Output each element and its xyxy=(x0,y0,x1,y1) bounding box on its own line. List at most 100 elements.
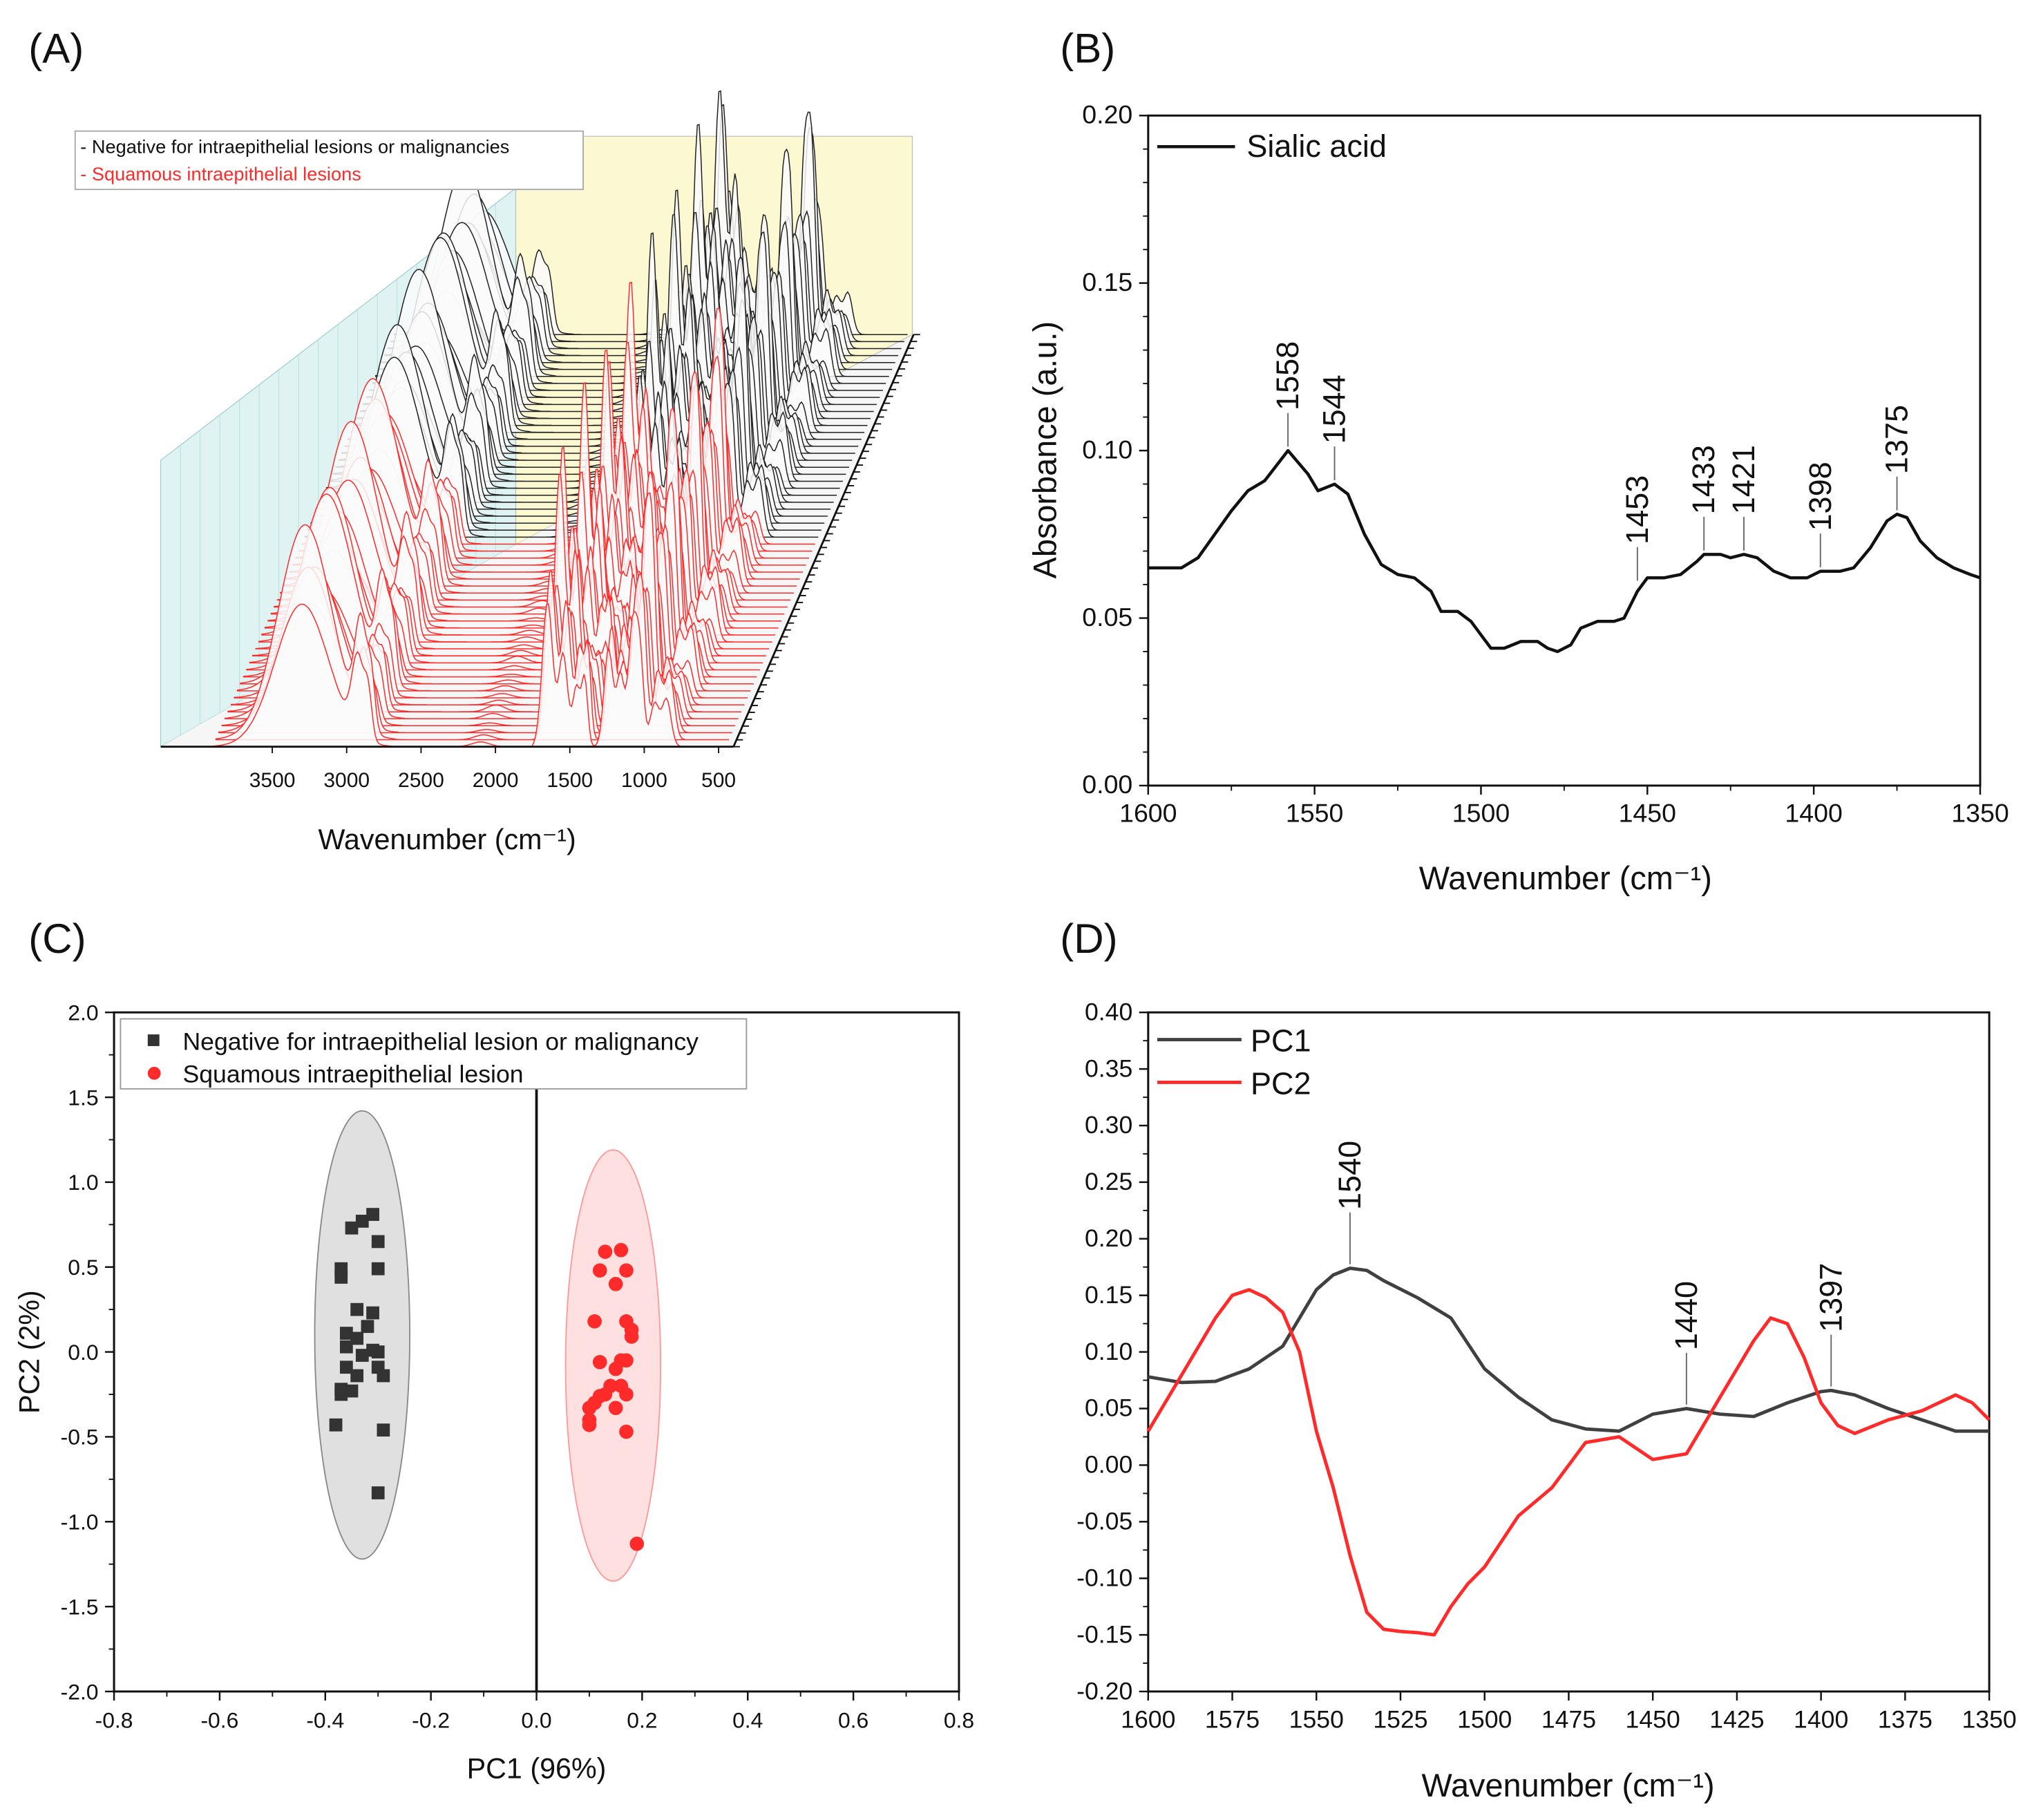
data-point-lesion xyxy=(629,1536,645,1551)
panel-b-y-axis-title: Absorbance (a.u.) xyxy=(1027,321,1063,579)
y-tick-label: 0.30 xyxy=(1085,1111,1132,1139)
data-point-lesion xyxy=(619,1263,634,1278)
data-point-negative xyxy=(361,1320,374,1334)
y-tick-label: -0.05 xyxy=(1076,1508,1132,1535)
y-tick-label: -0.20 xyxy=(1076,1677,1132,1705)
x-tick-label: 3000 xyxy=(323,769,370,792)
x-tick-label: 0.8 xyxy=(944,1708,974,1733)
legend-marker-lesion xyxy=(147,1066,161,1080)
x-tick-label: 1550 xyxy=(1286,798,1343,827)
legend-label-negative: - Negative for intraepithelial lesions o… xyxy=(80,136,509,158)
legend-marker-negative xyxy=(147,1034,160,1046)
y-tick-label: 0.00 xyxy=(1082,770,1132,799)
y-tick-label: 0.15 xyxy=(1085,1281,1132,1309)
peak-label: 1397 xyxy=(1813,1263,1848,1332)
x-tick-label: 1400 xyxy=(1794,1706,1848,1734)
x-tick-label: -0.2 xyxy=(412,1708,450,1733)
x-tick-label: 1000 xyxy=(621,769,667,792)
x-tick-label: 1500 xyxy=(547,769,593,792)
data-point-lesion xyxy=(608,1361,623,1376)
x-tick-label: 1375 xyxy=(1878,1706,1933,1734)
x-tick-label: 1550 xyxy=(1289,1706,1344,1734)
data-point-negative xyxy=(371,1345,385,1358)
data-point-negative xyxy=(371,1486,385,1499)
panel-label-c: (C) xyxy=(28,916,86,962)
x-tick-label: 1500 xyxy=(1452,798,1510,827)
y-tick-label: 1.0 xyxy=(68,1170,98,1195)
peak-label: 1375 xyxy=(1879,405,1915,474)
x-tick-label: 500 xyxy=(701,769,736,792)
panel-c-pca-scores-chart: -0.8 -0.6 -0.4 -0.2 0.0 0.2 0.4 0.6 0.8 -2.0 -1.5 -… xyxy=(61,1000,975,1732)
series-line-pc2 xyxy=(1146,1288,1991,1637)
data-point-lesion xyxy=(624,1329,639,1344)
y-tick-label: 0.00 xyxy=(1085,1451,1132,1479)
data-point-lesion xyxy=(598,1387,613,1402)
x-tick-label: -0.6 xyxy=(200,1708,238,1733)
x-tick-label: 1450 xyxy=(1619,798,1676,827)
x-tick-label: 3500 xyxy=(249,769,296,792)
plot-frame xyxy=(1147,114,1982,787)
y-tick-label: 2.0 xyxy=(68,1000,98,1025)
legend-label-pc2: PC2 xyxy=(1251,1065,1311,1101)
panel-b-sialic-acid-chart: 1600 1550 1500 1450 1400 1350 0.00 0.05 0.10 0.15… xyxy=(1082,99,2009,827)
panel-label-a: (A) xyxy=(28,25,84,71)
y-tick-label: -0.15 xyxy=(1076,1620,1132,1648)
legend-label-lesion: Squamous intraepithelial lesion xyxy=(182,1060,523,1088)
spectrum-trace-lesion xyxy=(215,524,730,741)
panel-b-x-axis-title: Wavenumber (cm⁻¹) xyxy=(1419,860,1712,896)
x-tick-label: -0.8 xyxy=(95,1708,133,1733)
series-line-sialic-acid xyxy=(1148,448,1981,654)
legend-label-lesion: - Squamous intraepithelial lesions xyxy=(80,163,361,184)
panel-c-y-axis-title: PC2 (2%) xyxy=(13,1290,45,1414)
data-point-lesion xyxy=(598,1244,613,1259)
y-tick-label: 0.25 xyxy=(1085,1168,1132,1195)
x-tick-label: 1400 xyxy=(1785,798,1842,827)
data-point-negative xyxy=(339,1340,353,1354)
y-tick-label: -1.0 xyxy=(61,1510,99,1535)
data-point-negative xyxy=(345,1384,359,1398)
x-tick-label: 1600 xyxy=(1121,1706,1175,1734)
x-tick-label: 2000 xyxy=(473,769,519,792)
peak-label: 1440 xyxy=(1669,1281,1704,1350)
data-point-lesion xyxy=(582,1417,597,1432)
data-point-negative xyxy=(339,1327,353,1340)
data-point-lesion xyxy=(619,1424,634,1439)
y-tick-label: -0.10 xyxy=(1076,1564,1132,1591)
legend-label-sialic-acid: Sialic acid xyxy=(1246,129,1387,164)
data-point-lesion xyxy=(608,1401,623,1415)
x-tick-label: 1425 xyxy=(1709,1706,1764,1734)
peak-label: 1398 xyxy=(1803,462,1838,531)
x-tick-label: 1600 xyxy=(1119,798,1177,827)
peak-label: 1558 xyxy=(1270,341,1305,410)
data-point-negative xyxy=(350,1302,364,1316)
x-tick-label: 0.4 xyxy=(732,1708,763,1733)
data-point-lesion xyxy=(619,1387,634,1402)
x-tick-label: 1475 xyxy=(1541,1706,1596,1734)
spectrum-trace-lesion xyxy=(212,603,726,748)
data-point-negative xyxy=(355,1349,369,1362)
data-point-lesion xyxy=(582,1401,597,1415)
data-point-lesion xyxy=(608,1276,623,1291)
y-tick-label: 0.35 xyxy=(1085,1054,1132,1082)
data-point-lesion xyxy=(592,1355,607,1369)
data-point-lesion xyxy=(587,1314,602,1329)
y-tick-label: 0.40 xyxy=(1085,998,1132,1025)
spectrum-trace-lesion xyxy=(261,421,776,636)
legend-label-pc1: PC1 xyxy=(1251,1023,1311,1058)
x-tick-label: 1500 xyxy=(1457,1706,1512,1734)
x-tick-label: 0.0 xyxy=(521,1708,551,1733)
data-point-negative xyxy=(329,1418,343,1432)
data-point-negative xyxy=(377,1423,390,1437)
x-tick-label: 1575 xyxy=(1205,1706,1260,1734)
y-tick-label: -1.5 xyxy=(61,1594,99,1619)
panel-a-waterfall-chart: 3500 3000 2500 2000 1500 1000 500 - Negative fo… xyxy=(74,90,920,792)
panel-label-d: (D) xyxy=(1060,916,1117,962)
panel-label-b: (B) xyxy=(1060,25,1115,71)
peak-label: 1453 xyxy=(1620,475,1655,544)
data-point-negative xyxy=(334,1271,348,1284)
data-point-negative xyxy=(371,1235,385,1249)
data-point-negative xyxy=(366,1306,379,1320)
data-point-negative xyxy=(339,1361,353,1374)
panel-a-x-axis-title: Wavenumber (cm⁻¹) xyxy=(318,824,576,855)
data-point-lesion xyxy=(619,1353,634,1368)
